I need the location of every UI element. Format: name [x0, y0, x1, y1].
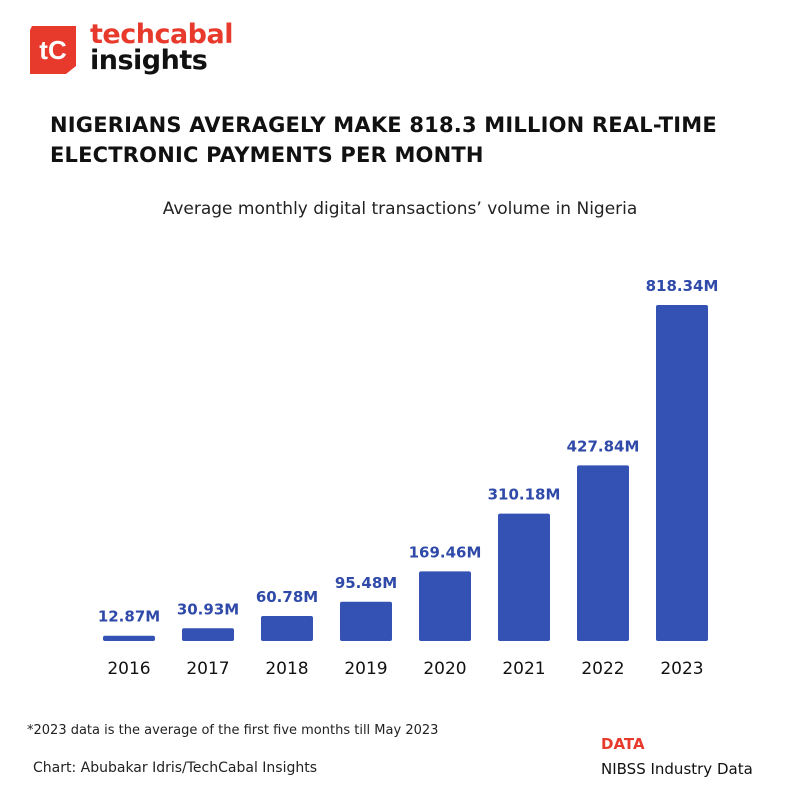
data-source-heading: DATA	[601, 735, 645, 753]
x-tick-label-2016: 2016	[107, 659, 150, 679]
bar-2021	[498, 513, 550, 641]
bar-2018	[261, 616, 313, 641]
x-tick-label-2017: 2017	[186, 659, 229, 679]
x-tick-label-2021: 2021	[502, 659, 545, 679]
data-source: NIBSS Industry Data	[601, 760, 753, 778]
x-tick-label-2023: 2023	[660, 659, 703, 679]
value-label-2019: 95.48M	[335, 574, 397, 592]
value-label-2017: 30.93M	[177, 600, 239, 618]
value-label-2016: 12.87M	[98, 608, 160, 626]
bar-2022	[577, 465, 629, 641]
value-label-2022: 427.84M	[567, 437, 640, 455]
x-tick-label-2022: 2022	[581, 659, 624, 679]
bar-2023	[656, 305, 708, 641]
chart-credit: Chart: Abubakar Idris/TechCabal Insights	[33, 760, 318, 776]
x-tick-label-2019: 2019	[344, 659, 387, 679]
logo-mark-letters: tC	[39, 35, 67, 65]
value-label-2018: 60.78M	[256, 588, 318, 606]
value-label-2020: 169.46M	[409, 543, 482, 561]
brand-name-line1: techcabal	[90, 19, 233, 50]
brand-logo: tC techcabal insights	[26, 19, 233, 76]
bar-2017	[182, 628, 234, 641]
headline: NIGERIANS AVERAGELY MAKE 818.3 MILLION R…	[50, 113, 717, 167]
brand-name-line2: insights	[90, 45, 208, 76]
value-label-2023: 818.34M	[646, 277, 719, 295]
chart-title: Average monthly digital transactions’ vo…	[162, 199, 638, 219]
bar-2019	[340, 601, 392, 641]
value-label-2021: 310.18M	[488, 486, 561, 504]
bar-chart: 12.87M 2016 30.93M 2017 60.78M 2018 95.48M 2019…	[98, 277, 719, 679]
x-tick-label-2018: 2018	[265, 659, 308, 679]
techcabal-logo-icon: tC	[26, 22, 80, 76]
x-tick-label-2020: 2020	[423, 659, 466, 679]
bar-2016	[103, 635, 155, 641]
footnote: *2023 data is the average of the first f…	[27, 723, 439, 738]
bar-2020	[419, 571, 471, 641]
